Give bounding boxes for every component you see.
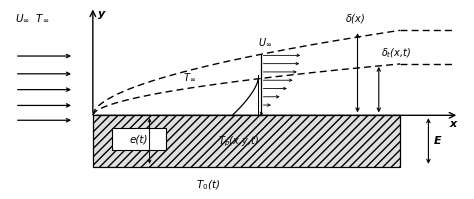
- Text: y: y: [98, 9, 105, 19]
- Text: x: x: [450, 119, 457, 129]
- Text: $\delta_t$(x,t): $\delta_t$(x,t): [381, 46, 411, 60]
- Bar: [112, 128, 166, 150]
- Text: $\delta$(x): $\delta$(x): [345, 12, 365, 25]
- Text: U$_\infty$: U$_\infty$: [258, 37, 273, 48]
- Text: T$_0$(t): T$_0$(t): [196, 179, 221, 192]
- Text: T$_\infty$: T$_\infty$: [182, 71, 196, 83]
- Text: U$_\infty$  T$_\infty$: U$_\infty$ T$_\infty$: [15, 13, 49, 24]
- Text: T$_p$(x,y,t): T$_p$(x,y,t): [218, 135, 259, 149]
- Bar: [93, 115, 400, 167]
- Text: e(t): e(t): [130, 134, 148, 144]
- Text: E: E: [434, 136, 442, 146]
